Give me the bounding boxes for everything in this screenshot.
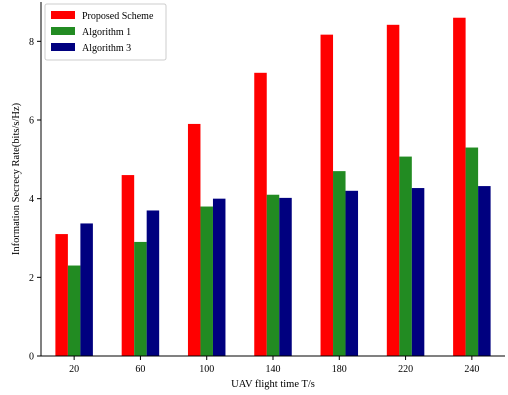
bar-algorithm-3-100 [212, 198, 226, 356]
bar-algorithm-3-180 [345, 190, 359, 356]
bar-algorithm-1-20 [67, 265, 81, 356]
legend-swatch [51, 11, 75, 19]
bar-algorithm-1-220 [399, 156, 412, 356]
x-ticks: 20 60 100 140 180 220 240 [69, 356, 479, 375]
y-tick-label: 2 [29, 273, 34, 284]
y-tick-label: 6 [29, 116, 34, 127]
y-axis-label: Information Secrecy Rate(bits/s/Hz) [11, 102, 22, 255]
bar-proposed-scheme-220 [386, 24, 400, 357]
bar-proposed-scheme-60 [121, 175, 135, 356]
bar-algorithm-3-140 [279, 197, 292, 356]
x-tick-label: 60 [135, 364, 145, 375]
bar-proposed-scheme-140 [254, 72, 267, 357]
legend-label: Algorithm 3 [82, 43, 131, 54]
bar-proposed-scheme-100 [187, 123, 201, 357]
x-tick-label: 220 [398, 364, 413, 375]
bar-proposed-scheme-180 [320, 34, 334, 357]
bar-proposed-scheme-240 [453, 17, 466, 356]
bars-group [55, 17, 491, 357]
y-tick-label: 8 [29, 37, 34, 48]
bar-algorithm-1-240 [465, 147, 479, 356]
legend-label: Algorithm 1 [82, 27, 131, 38]
bar-algorithm-3-220 [411, 188, 425, 356]
bar-algorithm-1-180 [333, 171, 346, 356]
y-tick-label: 0 [29, 352, 34, 363]
y-ticks: 0 2 4 6 8 [29, 37, 41, 363]
y-tick-label: 4 [29, 194, 34, 205]
bar-algorithm-3-20 [80, 223, 93, 356]
legend-swatch [51, 43, 75, 51]
x-tick-label: 180 [332, 364, 347, 375]
x-tick-label: 20 [69, 364, 79, 375]
bar-algorithm-1-100 [200, 206, 213, 356]
legend-label: Proposed Scheme [82, 11, 154, 22]
x-tick-label: 240 [464, 364, 479, 375]
bar-algorithm-3-240 [478, 186, 491, 356]
legend-swatch [51, 27, 75, 35]
legend: Proposed Scheme Algorithm 1 Algorithm 3 [44, 3, 167, 61]
bar-algorithm-1-140 [266, 194, 280, 356]
legend-box [44, 3, 167, 61]
x-tick-label: 140 [266, 364, 281, 375]
bar-algorithm-3-60 [146, 210, 160, 356]
x-tick-label: 100 [199, 364, 214, 375]
bar-algorithm-1-60 [134, 241, 147, 356]
x-axis-label: UAV flight time T/s [231, 379, 315, 390]
bar-proposed-scheme-20 [55, 234, 68, 356]
